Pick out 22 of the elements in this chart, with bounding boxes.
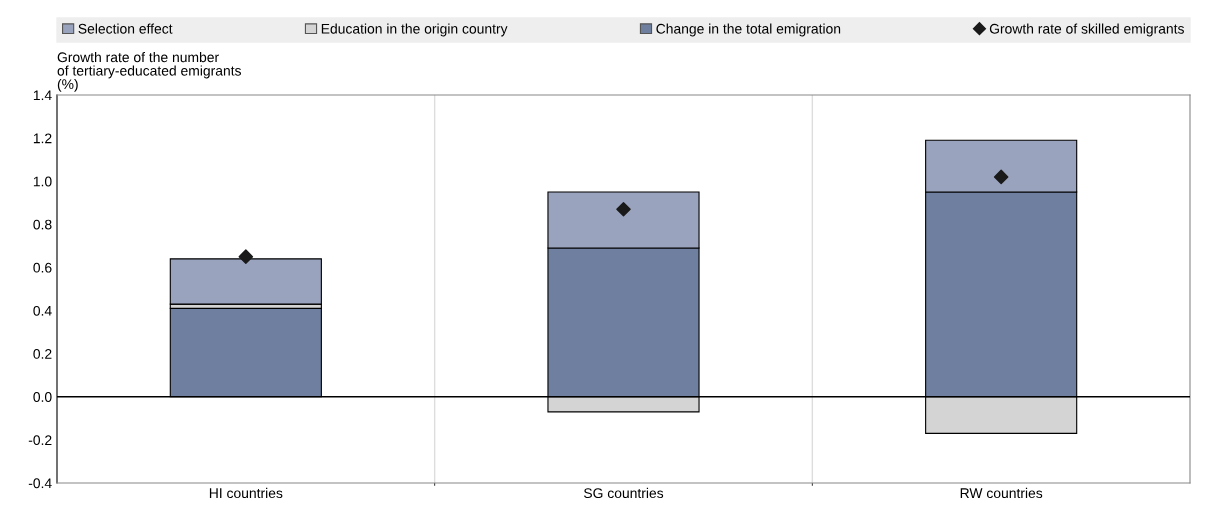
y-tick-label: -0.4 (28, 478, 52, 489)
y-tick-label: 0.2 (33, 349, 52, 359)
x-tick-label: HI countries (209, 487, 283, 499)
y-tick-label: 0.0 (33, 392, 52, 402)
legend-label: Change in the total emigration (656, 23, 841, 37)
point (238, 249, 254, 264)
y-tick-label: -0.2 (28, 435, 52, 446)
bar (169, 258, 322, 305)
point (993, 169, 1009, 185)
y-tick-label: 1.0 (33, 176, 52, 187)
point (616, 201, 631, 217)
legend-label: Growth rate of skilled emigrants (989, 23, 1184, 37)
y-tick-label: 1.2 (33, 133, 52, 144)
legend-label: Education in the origin country (321, 23, 508, 37)
x-tick-label: RW countries (960, 487, 1043, 499)
y-tick-label: 1.4 (33, 90, 52, 101)
y-tick-label: 0.6 (33, 262, 52, 273)
legend-label: Selection effect (78, 23, 173, 34)
x-tick-label: SG countries (583, 487, 664, 499)
y-tick-label: 0.4 (33, 305, 52, 316)
y-tick-label: 0.8 (33, 219, 52, 230)
y-axis-title: Growth rate of the number of tertiary-educated emigrants (%) (57, 52, 241, 92)
